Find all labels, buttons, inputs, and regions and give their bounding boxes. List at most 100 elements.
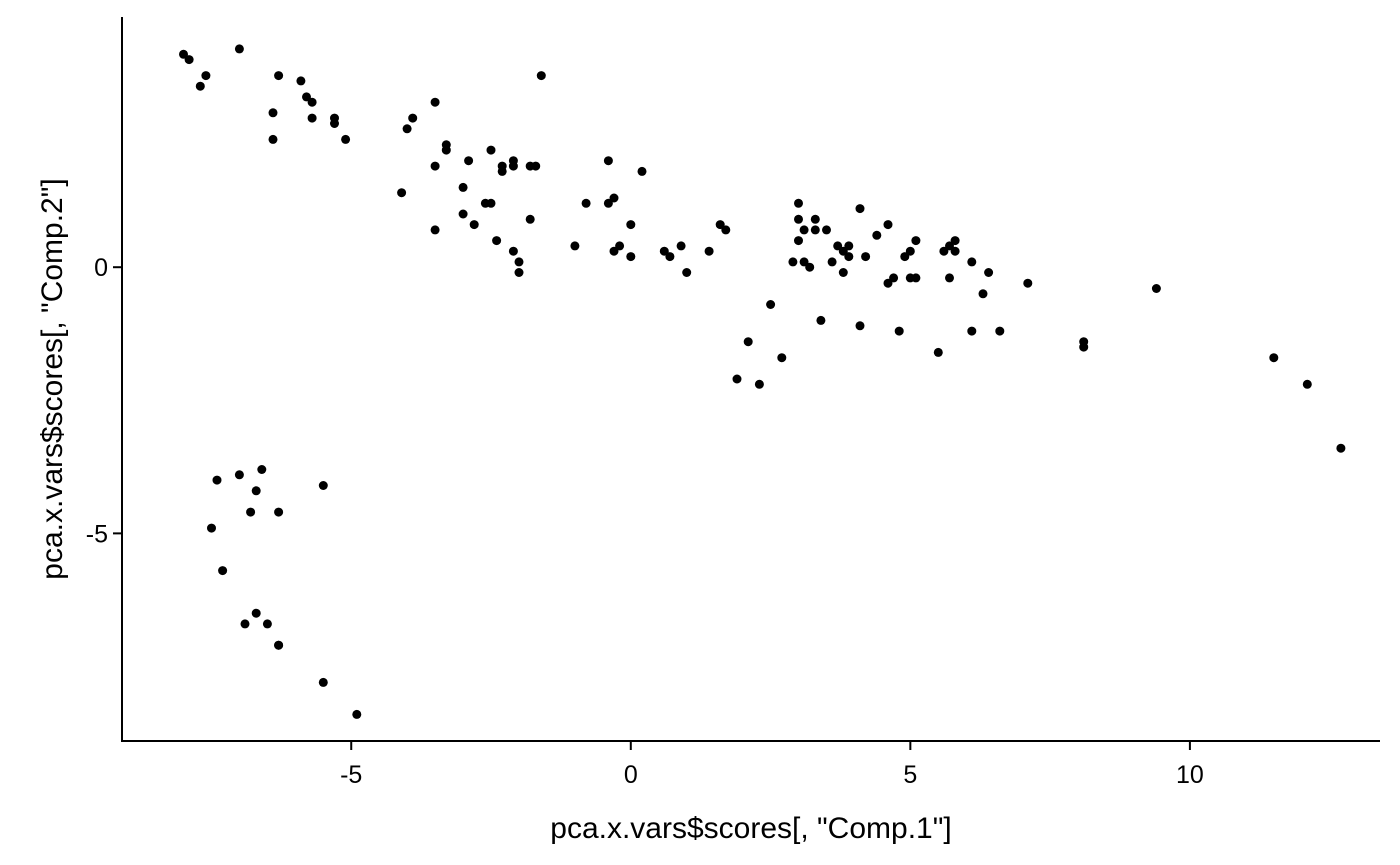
data-point [352,709,362,719]
data-point [251,608,261,618]
data-point [855,321,865,331]
data-point [1336,443,1346,453]
plot-area: -5 0 5 10 -5 0 [86,17,1380,789]
data-point [950,246,960,256]
data-point [743,337,753,347]
data-point [872,230,882,240]
points-layer [179,44,1346,719]
data-point [833,241,843,251]
data-point [889,273,899,283]
data-point [665,252,675,262]
data-point [995,326,1005,336]
data-point [905,246,915,256]
data-point [715,220,725,230]
data-point [441,145,451,155]
y-tick-label: -5 [86,520,108,548]
data-point [262,619,272,629]
data-point [268,108,278,118]
data-point [274,640,284,650]
data-point [615,241,625,251]
data-point [240,619,250,629]
data-point [732,374,742,384]
data-point [950,236,960,246]
data-point [911,236,921,246]
data-point [508,161,518,171]
data-point [799,257,809,267]
data-point [794,214,803,224]
data-point [274,71,284,81]
x-ticks: -5 0 5 10 [340,741,1204,789]
x-axis-title: pca.x.vars$scores[, "Comp.1"] [550,812,951,845]
data-point [609,193,619,203]
data-point [967,257,977,267]
data-point [978,289,988,299]
data-point [330,119,339,128]
data-point [234,470,244,480]
data-point [458,182,468,192]
data-point [581,198,591,208]
data-point [179,49,188,59]
data-point [1269,353,1279,363]
data-point [777,353,787,363]
data-point [788,257,798,267]
y-tick-label: 0 [94,254,108,282]
data-point [525,214,535,224]
data-point [609,246,619,256]
data-point [268,134,278,144]
data-point [1151,284,1161,293]
data-point [212,475,222,485]
data-point [822,225,831,235]
data-point [626,252,636,262]
x-tick-label: 10 [1176,761,1204,789]
data-point [827,257,837,267]
data-point [754,379,764,389]
data-point [810,225,820,235]
data-point [704,246,714,256]
data-point [945,241,954,251]
data-point [810,214,820,224]
data-point [218,566,228,576]
data-point [659,246,669,256]
data-point [302,92,311,102]
data-point [492,236,502,246]
data-point [900,252,910,262]
data-point [967,326,977,336]
data-point [637,166,647,176]
data-point [984,268,994,277]
data-point [497,161,507,171]
data-point [430,161,440,171]
data-point [430,97,440,107]
data-point [894,326,904,336]
data-point [1302,379,1312,389]
data-point [933,347,943,357]
data-point [514,268,524,277]
data-point [682,268,692,277]
data-point [246,507,256,517]
data-point [397,188,407,198]
data-point [945,273,954,283]
data-point [838,268,848,277]
data-point [816,315,826,325]
data-point [458,209,468,219]
data-point [307,97,317,107]
data-point [844,241,854,251]
data-point [514,257,524,267]
data-point [430,225,440,235]
x-tick-label: -5 [340,761,362,789]
data-point [805,262,815,272]
data-point [844,252,854,262]
data-point [486,198,496,208]
data-point [799,225,809,235]
data-point [766,300,776,309]
data-point [570,241,580,251]
data-point [721,225,731,235]
y-axis-title: pca.x.vars$scores[, "Comp.2"] [36,178,69,579]
data-point [1079,342,1089,352]
y-ticks: -5 0 [86,254,122,548]
data-point [486,145,496,155]
data-point [883,278,893,288]
data-point [318,481,328,490]
data-point [464,156,474,166]
data-point [251,486,261,496]
